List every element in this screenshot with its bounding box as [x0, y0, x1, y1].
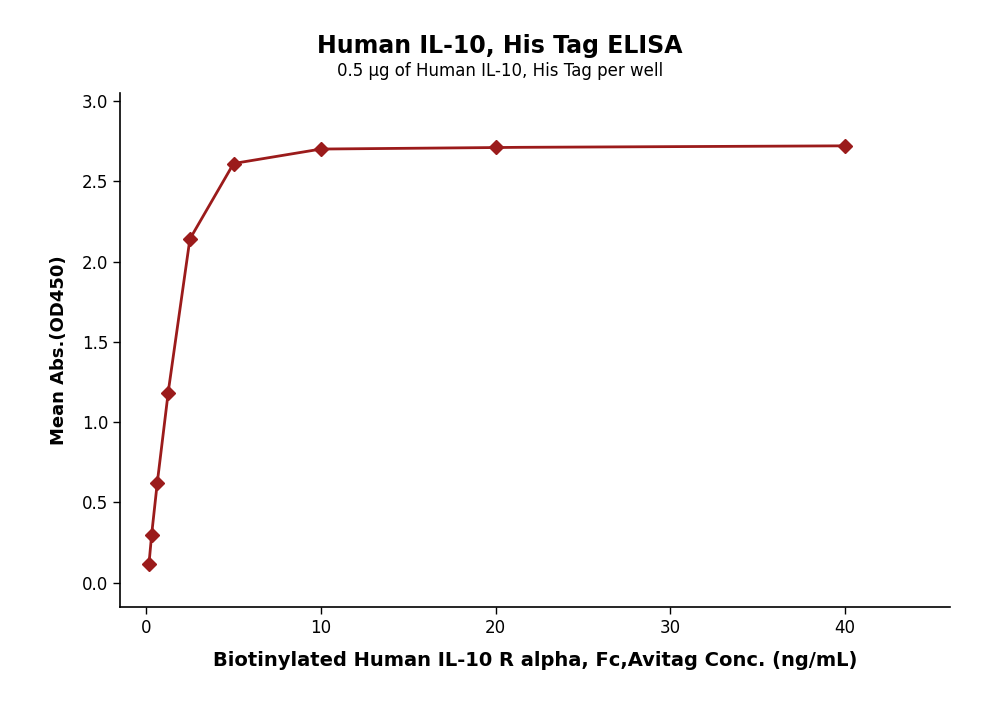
Y-axis label: Mean Abs.(OD450): Mean Abs.(OD450) — [50, 255, 68, 445]
X-axis label: Biotinylated Human IL-10 R alpha, Fc,Avitag Conc. (ng/mL): Biotinylated Human IL-10 R alpha, Fc,Avi… — [213, 650, 857, 670]
Text: Human IL-10, His Tag ELISA: Human IL-10, His Tag ELISA — [317, 34, 683, 59]
Text: 0.5 μg of Human IL-10, His Tag per well: 0.5 μg of Human IL-10, His Tag per well — [337, 62, 663, 81]
